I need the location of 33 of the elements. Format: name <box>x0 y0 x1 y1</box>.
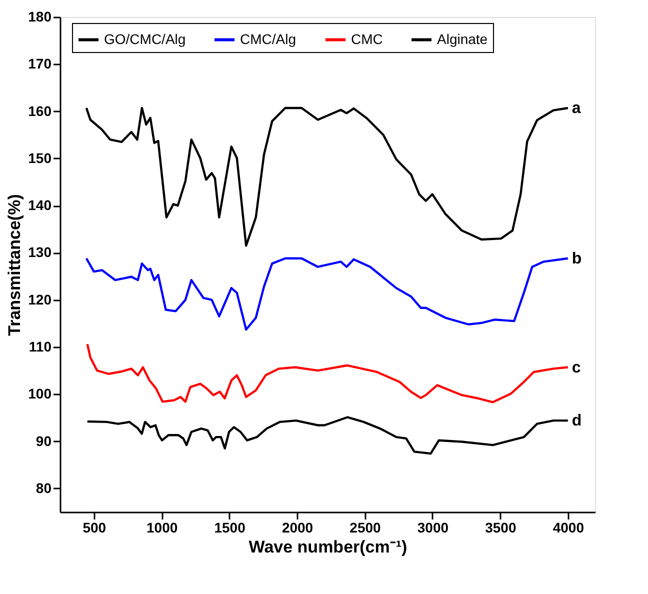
line-series <box>86 416 570 455</box>
y-tick-label: 180 <box>28 8 52 24</box>
annotation: d <box>572 412 582 430</box>
y-tick-label: 150 <box>28 150 52 166</box>
x-tick-label: 2500 <box>350 520 382 536</box>
line-series <box>85 106 570 247</box>
y-axis-title: Transmittance(%) <box>5 194 24 336</box>
x-axis-title: Wave number(cm⁻¹) <box>248 538 408 556</box>
y-tick-label: 110 <box>28 338 52 354</box>
line-series <box>86 343 570 404</box>
legend-label: GO/CMC/Alg <box>104 30 186 47</box>
y-tick-label: 140 <box>28 197 52 214</box>
x-tick-label: 1500 <box>214 520 246 536</box>
x-tick-label: 3000 <box>417 520 449 536</box>
y-tick-label: 160 <box>28 102 52 119</box>
legend-label: CMC <box>351 30 383 47</box>
y-tick-label: 90 <box>36 432 52 449</box>
line-series <box>85 257 570 331</box>
x-tick-label: 1000 <box>146 520 178 536</box>
y-tick-label: 130 <box>28 244 52 260</box>
y-tick-label: 80 <box>36 480 52 496</box>
y-tick-label: 170 <box>28 56 52 72</box>
annotation: b <box>572 250 582 268</box>
x-tick-label: 2000 <box>282 520 314 536</box>
y-tick-label: 120 <box>28 291 52 308</box>
x-tick-label: 3500 <box>485 520 516 536</box>
legend-label: Alginate <box>437 30 488 47</box>
legend-label: CMC/Alg <box>240 30 296 47</box>
annotation: c <box>572 359 581 376</box>
annotation: a <box>572 100 581 117</box>
y-tick-label: 100 <box>28 386 52 402</box>
x-tick-label: 500 <box>82 520 106 536</box>
x-tick-label: 4000 <box>552 520 584 536</box>
